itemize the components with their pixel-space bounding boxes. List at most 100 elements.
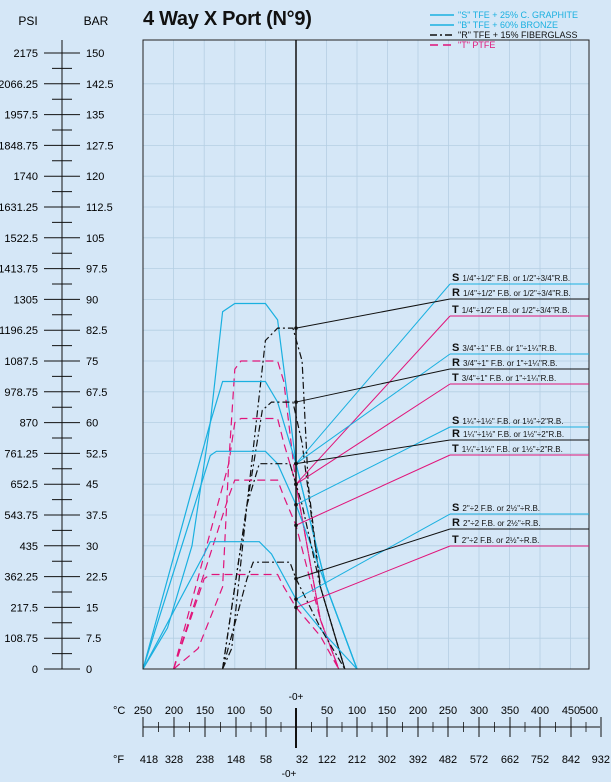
psi-tick-label: 1848.75 [0,140,38,152]
size-label: T 2"÷2 F.B. or 2½"÷R.B. [450,534,589,547]
bar-tick-label: 75 [86,356,98,368]
bar-tick-label: 30 [86,541,98,553]
celsius-tick-label: 100 [348,705,366,717]
size-label-text: R 3/4"÷1" F.B. or 1"÷1¼"R.B. [452,357,557,369]
label-leaders [294,283,451,610]
bar-tick-label: 60 [86,418,98,430]
leader-line [295,353,451,465]
size-label-text: T 1/4"÷1/2" F.B. or 1/2"÷3/4"R.B. [452,304,570,316]
size-label: S 2"÷2 F.B. or 2½"÷R.B. [450,502,589,515]
bar-tick-label: 120 [86,171,104,183]
curve-3 [142,450,358,670]
size-label-text: T 3/4"÷1" F.B. or 1"÷1¼"R.B. [452,372,556,384]
fahrenheit-tick-label: 842 [562,754,580,766]
curve-3 [222,463,346,670]
psi-tick-label: 0 [32,664,38,676]
celsius-tick-label: 100 [227,705,245,717]
bar-tick-label: 67.5 [86,387,107,399]
size-labels: S 1/4"÷1/2" F.B. or 1/2"÷3/4"R.B. R 1/4"÷… [450,272,589,547]
leader-line [295,513,451,600]
size-label-text: S 2"÷2 F.B. or 2½"÷R.B. [452,502,540,514]
leader-line [295,454,451,526]
psi-tick-label: 870 [20,418,38,430]
fahrenheit-tick-label: 482 [439,754,457,766]
bar-tick-label: 90 [86,294,98,306]
bar-tick-label: 112.5 [86,202,113,214]
legend-item: "S" TFE + 25% C. GRAPHITE [430,10,578,20]
curve-2 [173,417,340,670]
psi-tick-label: 217.5 [10,602,38,614]
fahrenheit-tick-label: 238 [196,754,214,766]
legend-item: "B" TFE + 60% BRONZE [430,20,558,30]
celsius-tick-label: 500 [580,705,598,717]
fahrenheit-tick-label: 932 [592,754,610,766]
curve-2 [142,380,358,670]
size-label: R 1/4"÷1/2" F.B. or 1/2"÷3/4"R.B. [450,287,589,300]
psi-tick-label: 2066.25 [0,79,38,91]
leader-line [295,528,451,580]
fahrenheit-tick-label: 148 [227,754,245,766]
celsius-tick-label: 200 [409,705,427,717]
celsius-tick-label: 50 [321,705,333,717]
celsius-tick-label: 150 [378,705,396,717]
bar-tick-label: 37.5 [86,510,107,522]
celsius-tick-label: 250 [439,705,457,717]
size-label: S 1¼"÷1½" F.B. or 1½"÷2"R.B. [450,415,589,428]
curve-4 [173,573,340,670]
leader-line [295,315,451,485]
leader-line [295,545,451,608]
size-label-text: S 1/4"÷1/2" F.B. or 1/2"÷3/4"R.B. [452,272,570,284]
fahrenheit-tick-label: 302 [378,754,396,766]
psi-tick-label: 1522.5 [4,233,38,245]
temperature-axis: -0+ -0+ °C °F 250 200 150 100 50 50 100 150 200 250 30… [113,692,610,780]
psi-tick-label: 2175 [14,48,38,60]
bar-tick-label: 15 [86,602,98,614]
fahrenheit-tick-label: 212 [348,754,366,766]
psi-tick-label: 1957.5 [4,110,38,122]
size-label-text: T 2"÷2 F.B. or 2½"÷R.B. [452,534,539,546]
psi-tick-label: 362.25 [4,572,38,584]
fahrenheit-tick-label: 418 [140,754,158,766]
curve-2 [222,401,346,670]
size-label: S 3/4"÷1" F.B. or 1"÷1¼"R.B. [450,342,589,355]
bar-tick-label: 135 [86,110,104,122]
size-label-text: R 2"÷2 F.B. or 2½"÷R.B. [452,517,541,529]
leader-line [295,283,451,464]
leader-line [295,298,451,329]
legend-label: "T" PTFE [458,40,495,50]
celsius-tick-label: 150 [196,705,214,717]
psi-tick-label: 1087.5 [4,356,38,368]
fahrenheit-tick-label: 392 [409,754,427,766]
legend-item: "T" PTFE [430,40,495,50]
size-label: R 2"÷2 F.B. or 2½"÷R.B. [450,517,589,530]
celsius-tick-label: 400 [531,705,549,717]
curve-3 [173,479,340,670]
celsius-tick-label: 350 [501,705,519,717]
psi-tick-label: 1740 [14,171,38,183]
leader-line [295,439,451,465]
curve-4 [222,561,346,670]
bar-header: BAR [84,14,109,28]
temp-zero-top: -0+ [289,692,304,703]
psi-tick-label: 108.75 [4,633,38,645]
psi-tick-label: 1631.25 [0,202,38,214]
size-label: R 3/4"÷1" F.B. or 1"÷1¼"R.B. [450,357,589,370]
fahrenheit-tick-label: 58 [260,754,272,766]
chart-title: 4 Way X Port (N°9) [143,8,312,30]
leader-line [295,368,451,403]
fahrenheit-tick-label: 122 [318,754,336,766]
psi-header: PSI [18,14,37,28]
size-label-text: S 1¼"÷1½" F.B. or 1½"÷2"R.B. [452,415,563,427]
bar-tick-label: 22.5 [86,572,107,584]
psi-tick-label: 1196.25 [0,325,38,337]
size-label: S 1/4"÷1/2" F.B. or 1/2"÷3/4"R.B. [450,272,589,285]
size-label-text: R 1/4"÷1/2" F.B. or 1/2"÷3/4"R.B. [452,287,571,299]
celsius-tick-label: 250 [134,705,152,717]
legend: "S" TFE + 25% C. GRAPHITE"B" TFE + 60% B… [430,10,578,50]
curves [142,302,358,670]
curve-4 [142,541,358,670]
bar-tick-label: 82.5 [86,325,107,337]
size-label-text: R 1¼"÷1½" F.B. or 1½"÷2"R.B. [452,428,564,440]
size-label-text: S 3/4"÷1" F.B. or 1"÷1¼"R.B. [452,342,557,354]
